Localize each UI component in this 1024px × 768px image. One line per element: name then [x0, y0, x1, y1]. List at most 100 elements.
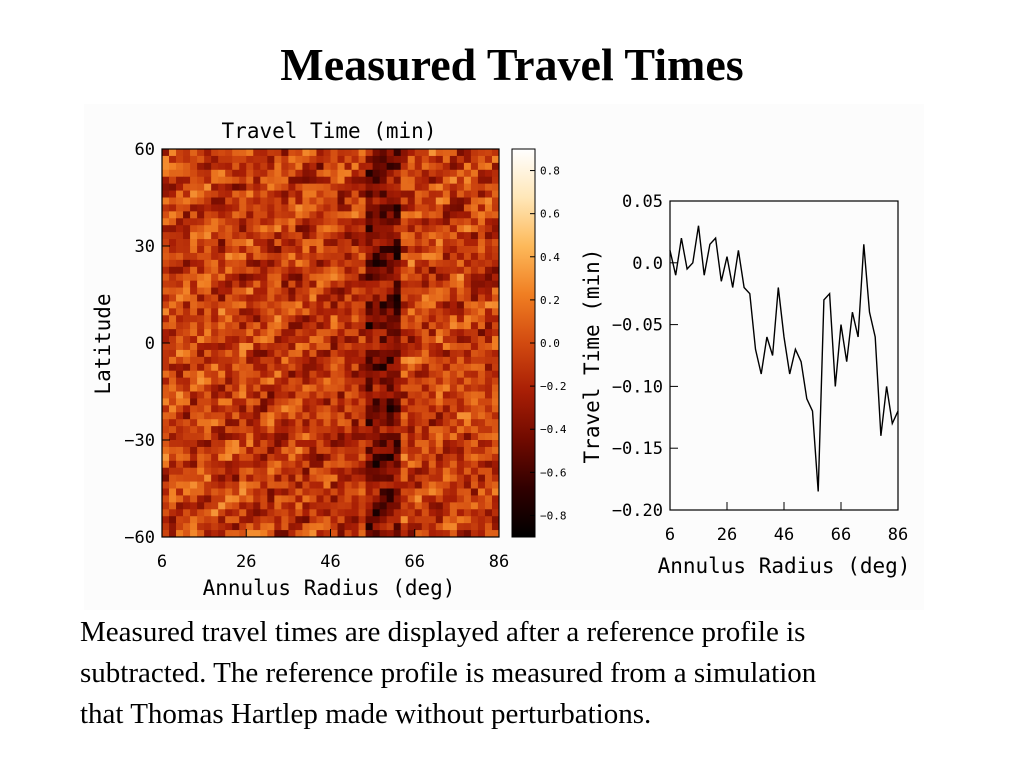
heatmap-cell: [183, 453, 191, 462]
heatmap-cell: [323, 211, 331, 219]
heatmap-cell: [337, 349, 345, 358]
heatmap-cell: [302, 516, 310, 524]
heatmap-cell: [456, 343, 465, 351]
heatmap-cell: [253, 308, 261, 316]
heatmap-cell: [477, 315, 486, 323]
heatmap-cell: [491, 280, 500, 288]
heatmap-cell: [428, 370, 437, 379]
heatmap-cell: [491, 419, 500, 427]
heatmap-cell: [344, 190, 352, 198]
line-y-tick-label: −0.15: [612, 439, 663, 459]
heatmap-cell: [302, 169, 310, 178]
heatmap-cell: [330, 460, 338, 469]
heatmap-cell: [449, 169, 458, 178]
heatmap-cell: [169, 516, 177, 524]
heatmap-cell: [267, 440, 275, 448]
heatmap-cell: [428, 232, 437, 240]
heatmap-cell: [190, 176, 198, 185]
heatmap-cell: [218, 294, 226, 302]
heatmap-cell: [232, 183, 240, 191]
heatmap-cell: [428, 190, 437, 198]
heatmap-cell: [260, 169, 268, 178]
heatmap-cell: [393, 162, 402, 171]
heatmap-cell: [316, 315, 324, 323]
heatmap-cell: [344, 211, 352, 219]
heatmap-cell: [470, 481, 479, 489]
heatmap-cell: [337, 280, 345, 288]
heatmap-cell: [400, 433, 409, 441]
heatmap-cell: [246, 343, 254, 351]
heatmap-cell: [323, 225, 331, 233]
heatmap-cell: [400, 363, 409, 372]
heatmap-cell: [288, 155, 296, 164]
heatmap-cell: [183, 467, 191, 476]
heatmap-cell: [190, 287, 198, 295]
heatmap-cell: [393, 356, 402, 365]
heatmap-cell: [295, 162, 303, 171]
heatmap-cell: [162, 336, 170, 344]
heatmap-cell: [470, 211, 479, 219]
heatmap-cell: [400, 426, 409, 434]
heatmap-cell: [365, 239, 374, 247]
heatmap-cell: [246, 162, 254, 171]
heatmap-cell: [246, 246, 254, 254]
heatmap-cell: [491, 190, 500, 198]
heatmap-cell: [463, 218, 472, 226]
heatmap-cell: [470, 252, 479, 261]
heatmap-cell: [414, 266, 423, 275]
heatmap-cell: [351, 474, 359, 482]
heatmap-cell: [379, 280, 388, 288]
heatmap-cell: [365, 412, 374, 420]
heatmap-cell: [246, 377, 254, 385]
heatmap-cell: [232, 162, 240, 171]
heatmap-cell: [421, 363, 430, 372]
heatmap-cell: [477, 169, 486, 178]
heatmap-cell: [211, 266, 219, 275]
heatmap-cell: [246, 329, 254, 337]
heatmap-cell: [421, 294, 430, 302]
heatmap-cell: [351, 322, 359, 330]
heatmap-cell: [491, 495, 500, 503]
heatmap-cell: [309, 467, 317, 476]
heatmap-cell: [463, 426, 472, 434]
heatmap-cell: [316, 336, 324, 344]
heatmap-cell: [323, 259, 331, 268]
heatmap-cell: [253, 336, 261, 344]
heatmap-cell: [204, 246, 212, 254]
colorbar-tick-label: 0.2: [540, 294, 560, 307]
heatmap-cell: [246, 446, 254, 455]
heatmap-cell: [337, 384, 345, 392]
heatmap-cell: [260, 308, 268, 316]
heatmap-cell: [274, 322, 282, 330]
heatmap-cell: [169, 433, 177, 441]
heatmap-cell: [407, 232, 416, 240]
heatmap-cell: [225, 322, 233, 330]
heatmap-cell: [477, 336, 486, 344]
heatmap-cell: [239, 266, 247, 275]
heatmap-cell: [204, 329, 212, 337]
heatmap-cell: [400, 446, 409, 455]
heatmap-cell: [183, 301, 191, 309]
heatmap-cell: [428, 509, 437, 517]
heatmap-cell: [260, 315, 268, 323]
heatmap-cell: [288, 363, 296, 372]
heatmap-cell: [400, 273, 409, 282]
heatmap-cell: [281, 474, 289, 482]
heatmap-cell: [260, 211, 268, 219]
heatmap-cell: [274, 384, 282, 392]
heatmap-cell: [183, 419, 191, 427]
heatmap-cell: [281, 266, 289, 275]
heatmap-cell: [288, 266, 296, 275]
heatmap-cell: [218, 149, 226, 157]
heatmap-cell: [267, 370, 275, 379]
heatmap-cell: [449, 155, 458, 164]
heatmap-cell: [470, 426, 479, 434]
heatmap-cell: [414, 169, 423, 178]
heatmap-cell: [281, 280, 289, 288]
heatmap-cell: [414, 287, 423, 295]
heatmap-cell: [190, 530, 198, 538]
heatmap-cell: [456, 363, 465, 372]
heatmap-cell: [491, 488, 500, 496]
heatmap-cell: [295, 204, 303, 212]
heatmap-cell: [456, 266, 465, 275]
